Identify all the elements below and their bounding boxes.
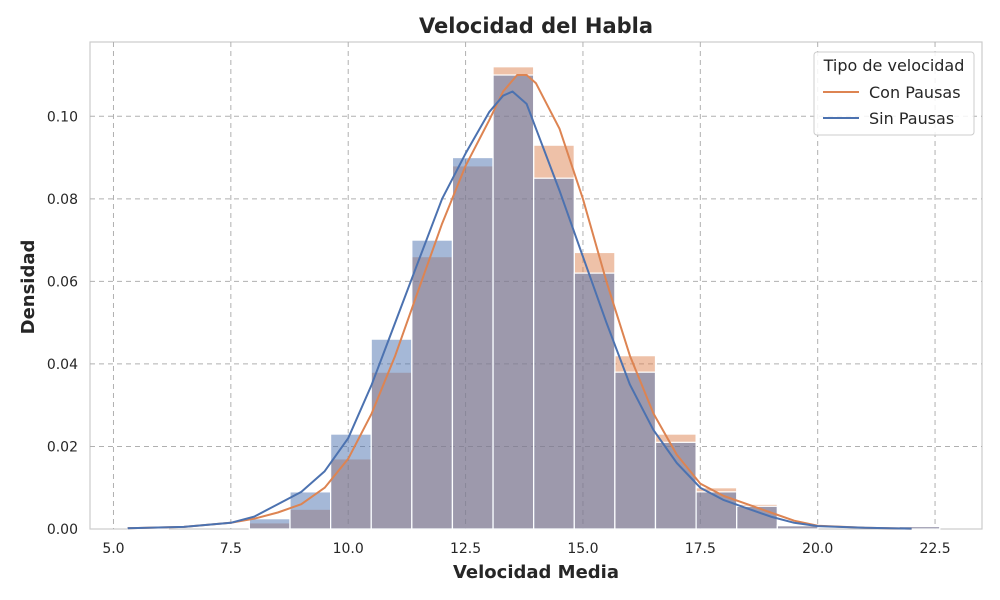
x-tick-label: 12.5 <box>450 541 481 557</box>
histogram-bar <box>533 177 575 530</box>
x-tick-label: 5.0 <box>102 541 124 557</box>
y-axis-label: Densidad <box>18 240 39 335</box>
legend-title: Tipo de velocidad <box>823 56 965 75</box>
histogram-bar <box>614 371 657 530</box>
legend-label-sin-pausas: Sin Pausas <box>869 109 954 128</box>
legend-label-con-pausas: Con Pausas <box>869 83 961 102</box>
x-tick-label: 15.0 <box>567 541 598 557</box>
x-tick-label: 7.5 <box>220 541 242 557</box>
histogram-bar <box>492 74 535 530</box>
histogram-bar <box>411 239 454 530</box>
x-tick-label: 10.0 <box>333 541 364 557</box>
legend-box <box>813 51 975 136</box>
y-tick-label: 0.00 <box>47 522 78 538</box>
histogram-bar <box>573 272 616 530</box>
histogram-bar <box>776 525 819 530</box>
x-tick-label: 22.5 <box>919 541 950 557</box>
kde-line-sin-pausas <box>127 90 912 530</box>
chart-title: Velocidad del Habla <box>419 14 653 38</box>
x-tick-label: 20.0 <box>802 541 833 557</box>
y-tick-label: 0.08 <box>47 192 78 208</box>
y-tick-label: 0.06 <box>47 274 78 290</box>
x-axis-label: Velocidad Media <box>453 562 619 583</box>
kde-layer <box>127 74 912 530</box>
y-tick-label: 0.04 <box>47 357 78 373</box>
histogram-bar <box>451 156 494 530</box>
histogram-bar <box>330 433 372 530</box>
histogram-bar <box>248 518 291 530</box>
bars-sin-pausas <box>126 74 941 530</box>
y-tick-label: 0.10 <box>47 109 78 125</box>
histogram-bar <box>654 441 697 530</box>
kde-line-con-pausas <box>127 74 912 530</box>
ticks-layer: 5.0 7.5 10.0 12.5 15.0 17.5 20.0 22.5 0.00 0.02 0.… <box>47 109 951 557</box>
y-tick-label: 0.02 <box>47 439 78 455</box>
legend: Tipo de velocidad Con Pausas Sin Pausas <box>813 51 975 136</box>
x-tick-label: 17.5 <box>685 541 716 557</box>
